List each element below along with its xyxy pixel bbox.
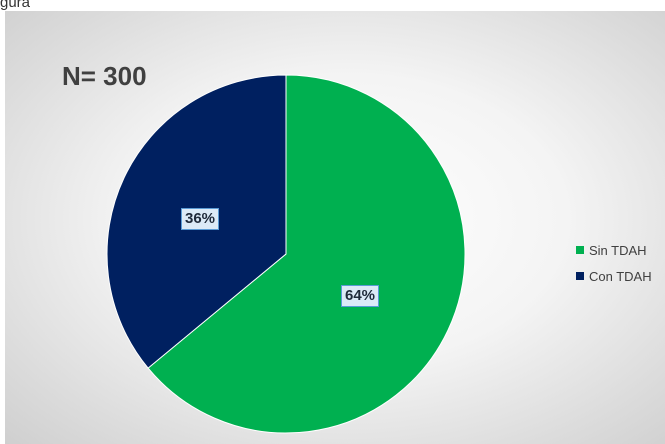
legend-swatch-con-tdah (576, 272, 584, 280)
legend-label-sin-tdah: Sin TDAH (589, 242, 647, 258)
cropped-caption-fragment: gura (0, 0, 31, 10)
legend-item-con-tdah: Con TDAH (576, 266, 652, 286)
pie-slice-sin-tdah (147, 74, 466, 434)
pie-chart (106, 74, 466, 434)
data-label-con-tdah: 36% (181, 208, 220, 230)
legend-swatch-sin-tdah (576, 246, 584, 254)
legend: Sin TDAH Con TDAH (576, 240, 652, 292)
chart-area: N= 300 64% 36% Sin TDAH Con TDAH (5, 11, 665, 444)
chart-title: N= 300 (62, 61, 147, 91)
legend-label-con-tdah: Con TDAH (589, 268, 652, 284)
legend-item-sin-tdah: Sin TDAH (576, 240, 652, 260)
data-label-sin-tdah: 64% (341, 285, 380, 307)
